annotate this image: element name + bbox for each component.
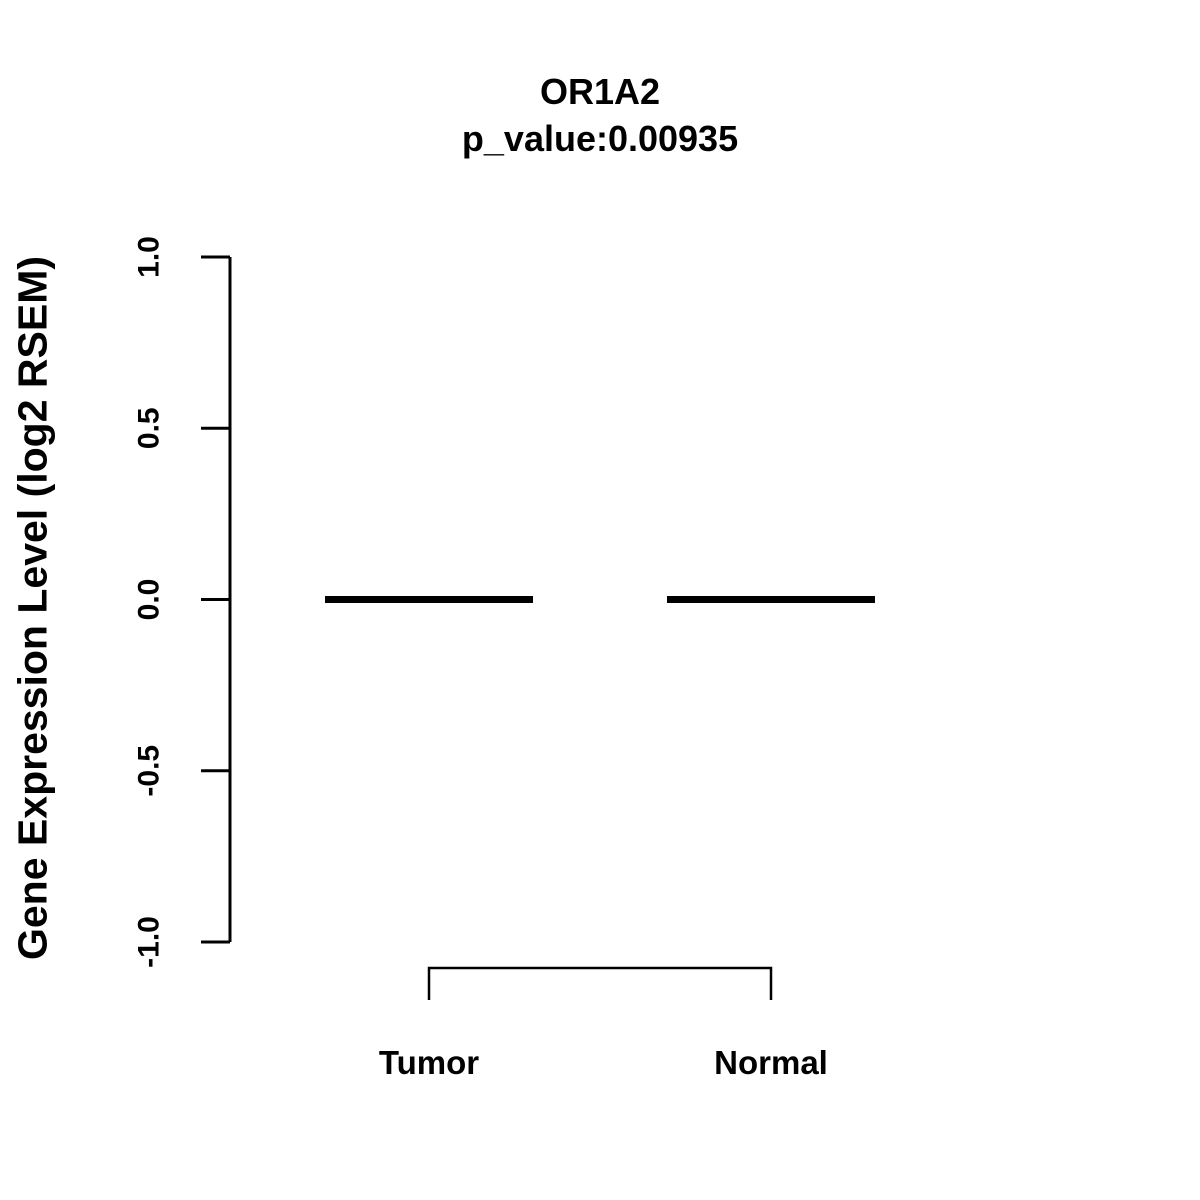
y-axis-tick-label: 0.0: [133, 579, 166, 621]
chart-title: OR1A2: [539, 71, 661, 112]
x-axis-label-tumor: Tumor: [379, 1044, 479, 1081]
y-axis-tick-label: -1.0: [133, 916, 166, 968]
y-axis-tick-label: 1.0: [133, 236, 166, 278]
comparison-bracket: [427, 966, 773, 1000]
y-axis-tick-label: 0.5: [133, 407, 166, 449]
y-axis-tick-label: -0.5: [133, 745, 166, 797]
x-axis-label-normal: Normal: [714, 1044, 828, 1081]
chart-subtitle: p_value:0.00935: [461, 118, 739, 159]
